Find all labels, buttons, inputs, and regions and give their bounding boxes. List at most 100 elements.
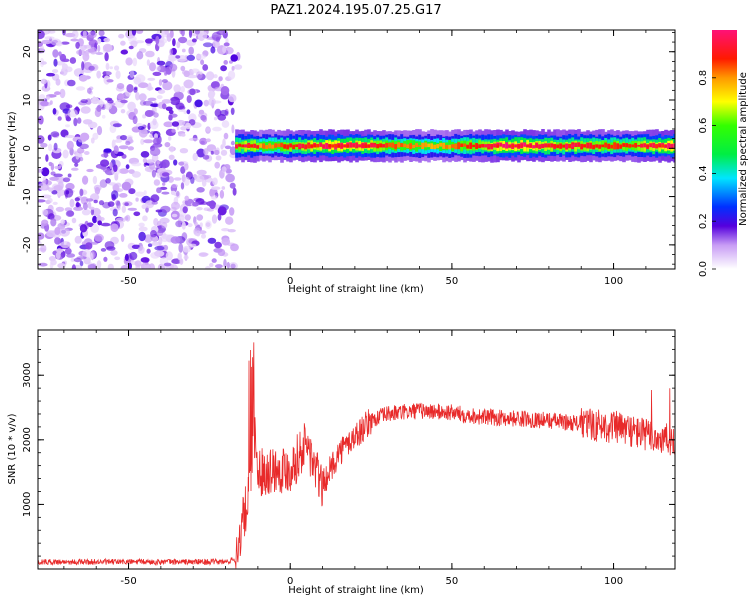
heatmap-noise-cell <box>212 177 218 186</box>
heatmap-noise-cell <box>140 138 145 145</box>
heatmap-noise-cell <box>117 93 125 100</box>
heatmap-band-cell <box>592 144 596 150</box>
heatmap-noise-cell <box>65 124 70 128</box>
heatmap-noise-cell <box>215 155 222 161</box>
heatmap-band-cell <box>607 143 611 149</box>
heatmap-peak-cell <box>529 144 533 148</box>
heatmap-noise-cell <box>143 190 147 195</box>
heatmap-peak-cell <box>658 144 662 148</box>
heatmap-noise-cell <box>41 219 49 226</box>
heatmap-noise-cell <box>64 134 75 139</box>
colorbar: 0.0 0.2 0.4 0.6 0.8 Normalized spectral ampl… <box>698 30 749 277</box>
heatmap-noise-cell <box>161 172 170 177</box>
heatmap-noise-cell <box>158 79 163 86</box>
heatmap-noise-cell <box>223 42 230 47</box>
heatmap-peak-cell <box>535 144 539 148</box>
heatmap-noise-cell <box>103 37 110 43</box>
heatmap-noise-cell <box>164 142 171 148</box>
heatmap-band-cell <box>259 143 263 148</box>
heatmap-noise-cell <box>211 31 222 41</box>
heatmap-noise-cell <box>55 206 65 212</box>
heatmap-peak-cell <box>331 144 335 148</box>
heatmap-band-cell <box>460 143 464 147</box>
heatmap-noise-cell <box>103 148 112 153</box>
heatmap-band-cell <box>289 143 293 148</box>
heatmap-band-cell <box>280 142 284 148</box>
heatmap-noise-cell <box>171 201 180 210</box>
heatmap-band-cell <box>451 144 455 148</box>
heatmap-noise-cell <box>171 121 180 127</box>
heatmap-peak-cell <box>481 144 485 148</box>
heatmap-noise-cell <box>40 100 49 107</box>
heatmap-noise-cell <box>163 121 174 128</box>
heatmap-noise-cell <box>73 257 82 263</box>
heatmap-peak-cell <box>322 144 326 148</box>
heatmap-noise-cell <box>52 39 58 44</box>
heatmap-peak-cell <box>526 144 530 148</box>
snr-frame <box>37 329 676 570</box>
heatmap-peak-cell <box>247 144 251 148</box>
heatmap-noise-cell <box>156 60 166 66</box>
heatmap-noise-cell <box>125 57 133 66</box>
heatmap-noise-cell <box>41 194 52 199</box>
heatmap-noise-cell <box>38 94 46 102</box>
heatmap-noise-cell <box>162 38 168 44</box>
heatmap-noise-cell <box>38 41 43 48</box>
heatmap-noise-cell <box>221 186 226 190</box>
heatmap-noise-cell <box>85 242 93 250</box>
heatmap-noise-cell <box>189 243 197 248</box>
heatmap-noise-cell <box>220 86 230 96</box>
heatmap-noise-cell <box>143 139 154 144</box>
heatmap-noise-cell <box>196 214 204 221</box>
heatmap-band-cell <box>625 143 629 148</box>
heatmap-band-cell <box>427 143 431 148</box>
heatmap-noise-cell <box>161 159 170 168</box>
heatmap-noise-cell <box>90 241 99 245</box>
heatmap-noise-cell <box>202 154 210 160</box>
heatmap-noise-cell <box>80 196 89 205</box>
heatmap-noise-cell <box>141 204 147 210</box>
heatmap-noise-cell <box>126 135 133 140</box>
heatmap-noise-cell <box>55 61 66 66</box>
heatmap-peak-cell <box>343 144 347 148</box>
heatmap-noise-cell <box>152 118 157 126</box>
heatmap-band-cell <box>586 142 590 149</box>
heatmap-band-cell <box>238 142 242 152</box>
heatmap-noise-cell <box>194 99 203 108</box>
heatmap-noise-cell <box>182 206 188 214</box>
heatmap-noise-cell <box>74 235 82 244</box>
heatmap-noise-cell <box>67 173 72 178</box>
heatmap-noise-cell <box>58 51 62 57</box>
heatmap-peak-cell <box>553 144 557 148</box>
heatmap-noise-cell <box>87 264 97 269</box>
heatmap-band-cell <box>355 142 359 149</box>
heatmap-noise-cell <box>109 124 117 134</box>
heatmap-peak-cell <box>646 144 650 148</box>
heatmap-band-cell <box>271 144 275 149</box>
spectrogram-y-ticks: -20 -10 0 10 20 <box>22 32 675 265</box>
heatmap-noise-cell <box>147 97 157 102</box>
heatmap-noise-cell <box>114 65 120 71</box>
heatmap-noise-cell <box>96 260 102 269</box>
heatmap-noise-cell <box>49 176 59 181</box>
heatmap-noise-cell <box>138 82 149 89</box>
heatmap-noise-cell <box>200 140 205 145</box>
heatmap-noise-cell <box>178 36 188 44</box>
heatmap-noise-cell <box>135 91 140 101</box>
heatmap-band-cell <box>613 142 617 150</box>
heatmap-noise-cell <box>170 236 181 244</box>
heatmap-noise-cell <box>137 245 145 254</box>
heatmap-band-cell <box>445 144 449 149</box>
colorbar-ticks: 0.0 0.2 0.4 0.6 0.8 <box>698 70 716 277</box>
heatmap-noise-cell <box>180 182 185 190</box>
heatmap-peak-cell <box>517 144 521 148</box>
heatmap-band-cell <box>283 144 287 149</box>
heatmap-noise-cell <box>47 134 52 141</box>
heatmap-noise-cell <box>155 230 163 237</box>
heatmap-noise-cell <box>156 187 162 194</box>
heatmap-noise-cell <box>147 77 156 81</box>
heatmap-noise-cell <box>100 222 111 227</box>
heatmap-noise-cell <box>92 215 98 224</box>
heatmap-noise-cell <box>210 150 214 155</box>
heatmap-band-cell <box>604 142 608 148</box>
